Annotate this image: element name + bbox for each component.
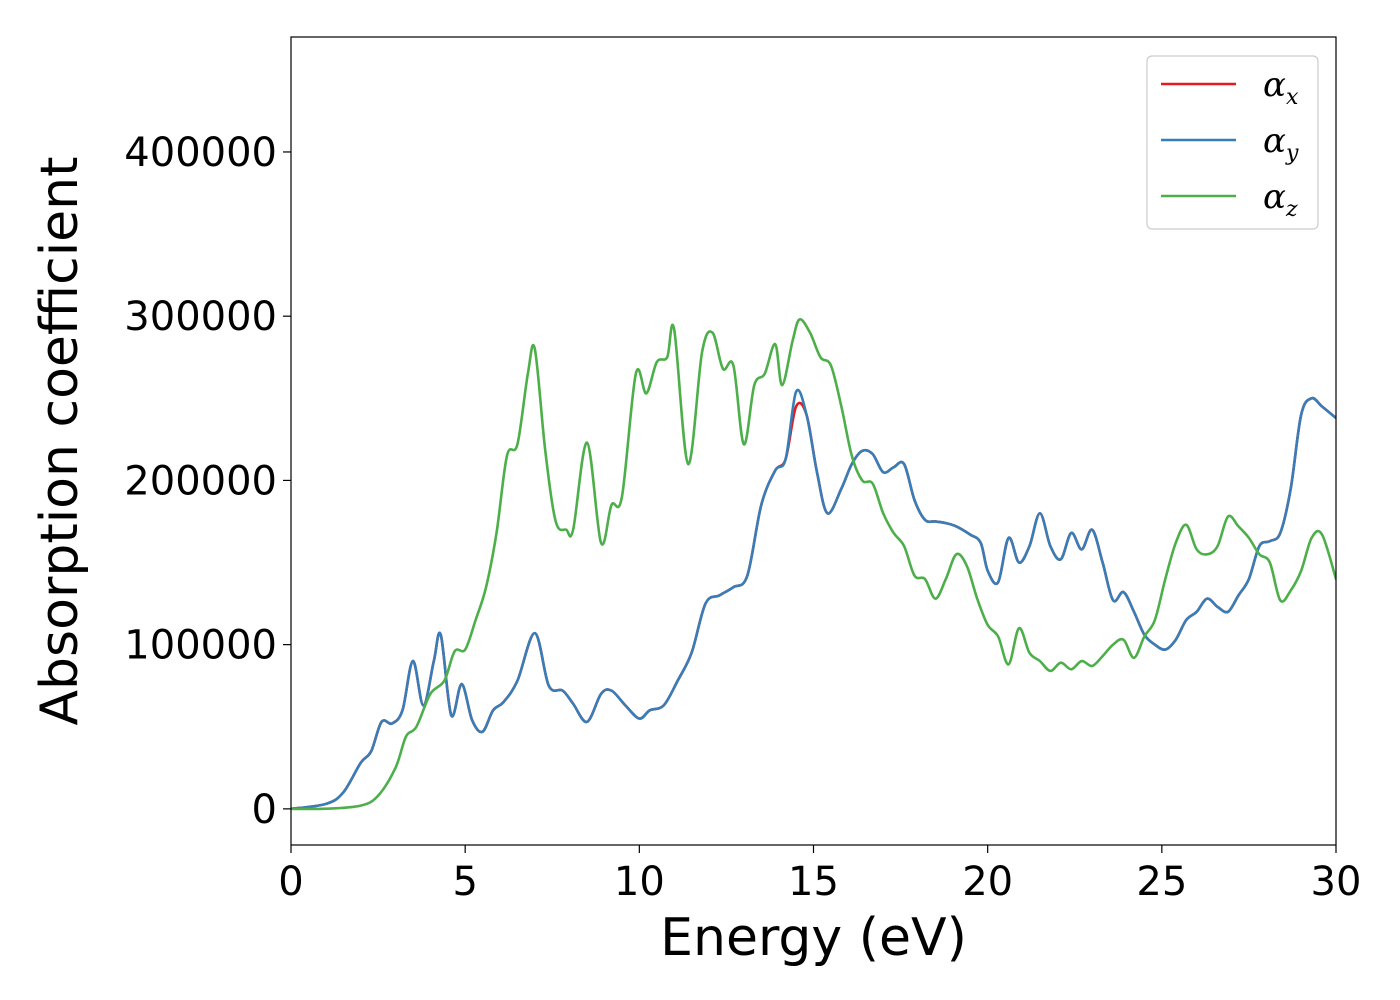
legend-label-z: αz: [1263, 177, 1298, 222]
x-tick-label: 20: [962, 859, 1013, 905]
x-axis-label: Energy (eV): [660, 908, 967, 968]
series-layer: [291, 318, 1336, 811]
x-tick-label: 5: [452, 859, 477, 905]
y-tick-label: 0: [252, 787, 277, 833]
x-tick-label: 15: [788, 859, 839, 905]
y-tick-label: 200000: [124, 458, 277, 504]
x-tick-label: 10: [614, 859, 665, 905]
legend-label-y: αy: [1263, 121, 1299, 166]
y-tick-label: 400000: [124, 130, 277, 176]
y-tick-label: 300000: [124, 294, 277, 340]
y-tick-label: 100000: [124, 623, 277, 669]
x-tick-label: 30: [1311, 859, 1362, 905]
x-tick-label: 25: [1136, 859, 1187, 905]
series-line-z: [291, 318, 1336, 811]
legend-box: [1146, 55, 1319, 230]
x-tick-label: 0: [278, 859, 303, 905]
legend: αx αy αz: [1146, 55, 1319, 230]
legend-label-x: αx: [1263, 65, 1299, 110]
y-axis-ticks: 0 100000 200000 300000 400000: [124, 130, 291, 833]
series-line-y: [291, 388, 1336, 811]
y-axis-label: Absorption coefficient: [30, 156, 90, 725]
x-axis-ticks: 0 5 10 15 20 25 30: [278, 845, 1361, 905]
